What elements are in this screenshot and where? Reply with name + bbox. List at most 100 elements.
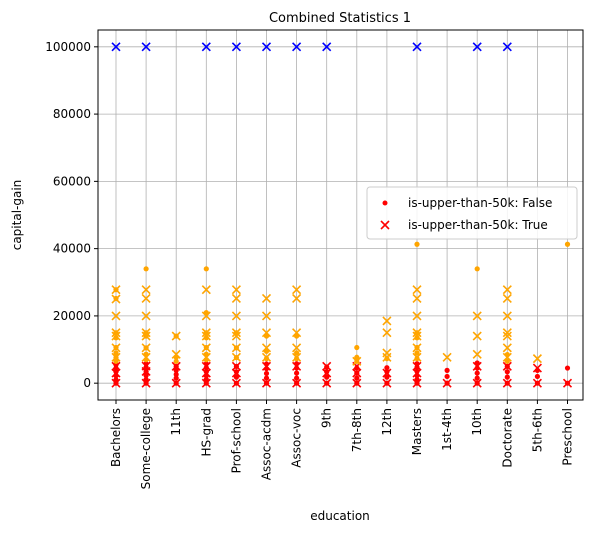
data-point-x — [502, 293, 512, 303]
data-point-x — [171, 349, 181, 359]
data-point-x — [292, 352, 302, 362]
data-point — [113, 358, 119, 364]
data-point — [444, 367, 450, 373]
data-point-x — [502, 285, 512, 295]
data-point-x — [201, 361, 211, 371]
data-point — [294, 350, 300, 356]
x-tick-label: Doctorate — [500, 408, 514, 468]
data-point — [324, 369, 330, 375]
data-point-x — [111, 378, 121, 388]
data-point-x — [322, 368, 332, 378]
data-point-x — [442, 378, 452, 388]
data-point — [143, 364, 149, 370]
data-point — [384, 374, 390, 380]
data-point-x — [502, 331, 512, 341]
data-point-x — [292, 378, 302, 388]
data-point-x — [412, 352, 422, 362]
x-tick-label: 5th-6th — [530, 408, 544, 452]
data-point-x — [502, 378, 512, 388]
data-point — [173, 367, 179, 373]
data-point — [143, 372, 149, 379]
x-tick-label: Preschool — [561, 408, 575, 466]
data-point-x — [412, 378, 422, 388]
y-tick-label: 0 — [83, 376, 91, 390]
data-point-x — [472, 378, 482, 388]
data-point-x — [472, 361, 482, 371]
data-point-x — [382, 368, 392, 378]
legend-label-true: is-upper-than-50k: True — [408, 218, 548, 232]
data-point — [263, 375, 270, 381]
x-tick-label: 11th — [169, 408, 183, 436]
data-point-x — [261, 378, 272, 388]
data-point-x — [141, 331, 151, 341]
data-point — [474, 266, 480, 272]
data-point-x — [231, 378, 241, 388]
data-point-x — [201, 42, 211, 52]
y-tick-label: 80000 — [53, 107, 91, 121]
data-point-x — [111, 42, 121, 52]
legend-marker-false — [382, 200, 388, 206]
data-point-x — [412, 368, 422, 378]
data-point-x — [201, 311, 211, 321]
data-point-x — [141, 343, 151, 353]
plot-frame — [97, 29, 584, 401]
data-point — [354, 344, 360, 351]
data-point — [384, 356, 390, 362]
data-point-x — [472, 42, 482, 52]
data-point-x — [231, 331, 241, 341]
data-point — [203, 266, 209, 272]
data-point — [203, 369, 209, 375]
y-tick-label: 40000 — [53, 242, 91, 256]
legend: is-upper-than-50k: False is-upper-than-5… — [366, 186, 578, 240]
data-point-x — [412, 331, 422, 341]
data-point-x — [111, 361, 121, 371]
data-point — [414, 350, 420, 356]
x-tick-label: 1st-4th — [440, 408, 454, 451]
legend-box — [366, 186, 578, 240]
data-point-x — [201, 285, 211, 295]
x-tick-label: Masters — [410, 408, 424, 455]
data-point-x — [322, 361, 332, 371]
data-point-x — [502, 311, 512, 321]
x-tick-label: Assoc-voc — [290, 408, 304, 468]
data-point-x — [382, 316, 392, 326]
data-point — [354, 354, 360, 360]
data-point-x — [111, 352, 121, 362]
data-point — [564, 241, 571, 247]
data-point-x — [502, 361, 512, 371]
data-point-x — [111, 328, 121, 338]
data-point-x — [231, 285, 241, 295]
data-point-x — [472, 331, 482, 341]
data-point-x — [412, 42, 422, 52]
data-point — [294, 370, 300, 376]
data-point-x — [352, 356, 362, 366]
data-point — [414, 356, 420, 362]
data-point-x — [231, 293, 241, 303]
data-point-x — [261, 293, 272, 303]
data-point — [354, 375, 360, 381]
y-tick-label: 100000 — [45, 40, 91, 54]
data-point-x — [141, 378, 151, 388]
y-tick-label: 60000 — [53, 174, 91, 188]
data-point — [324, 374, 330, 380]
data-point — [173, 375, 179, 381]
x-tick-label: 9th — [320, 408, 334, 428]
data-point-x — [171, 378, 181, 388]
data-point — [113, 369, 119, 375]
legend-marker-true — [380, 220, 390, 230]
data-point-x — [502, 328, 512, 338]
data-point-x — [141, 352, 151, 362]
y-axis-label: capital-gain — [10, 180, 24, 251]
data-point-x — [141, 328, 151, 338]
data-point — [474, 370, 480, 376]
data-point — [173, 371, 179, 378]
chart-title: Combined Statistics 1 — [269, 11, 411, 26]
data-point-x — [261, 328, 272, 338]
data-point-x — [201, 328, 211, 338]
data-point-x — [231, 42, 241, 52]
data-point-x — [412, 293, 422, 303]
data-point-x — [231, 343, 241, 353]
data-point-x — [201, 343, 211, 353]
data-point-x — [412, 343, 422, 353]
